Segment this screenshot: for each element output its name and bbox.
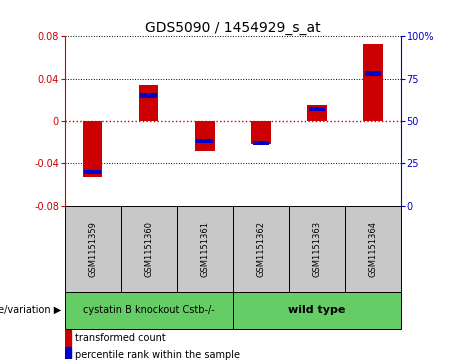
Text: genotype/variation ▶: genotype/variation ▶ [0, 305, 62, 315]
Text: GSM1151362: GSM1151362 [256, 221, 266, 277]
Bar [365, 72, 381, 76]
Text: GSM1151360: GSM1151360 [144, 221, 153, 277]
Bar [65, 292, 233, 329]
Text: cystatin B knockout Cstb-/-: cystatin B knockout Cstb-/- [83, 305, 214, 315]
Bar [139, 85, 159, 121]
Bar [84, 170, 101, 174]
Bar [65, 330, 71, 346]
Bar [140, 93, 157, 98]
Bar [289, 205, 345, 292]
Text: GSM1151363: GSM1151363 [313, 221, 321, 277]
Title: GDS5090 / 1454929_s_at: GDS5090 / 1454929_s_at [145, 21, 320, 35]
Bar [65, 205, 121, 292]
Text: GSM1151361: GSM1151361 [200, 221, 209, 277]
Bar [196, 139, 213, 143]
Bar [83, 121, 102, 177]
Bar [121, 205, 177, 292]
Text: wild type: wild type [288, 305, 346, 315]
Bar [251, 121, 271, 144]
Bar [233, 205, 289, 292]
Bar [307, 105, 327, 121]
Text: GSM1151364: GSM1151364 [368, 221, 378, 277]
Bar [253, 141, 269, 145]
Bar [345, 205, 401, 292]
Bar [233, 292, 401, 329]
Bar [363, 44, 383, 121]
Bar [65, 347, 71, 362]
Text: percentile rank within the sample: percentile rank within the sample [75, 350, 240, 360]
Bar [177, 205, 233, 292]
Bar [308, 107, 325, 111]
Text: GSM1151359: GSM1151359 [88, 221, 97, 277]
Text: transformed count: transformed count [75, 333, 165, 343]
Bar [195, 121, 214, 151]
